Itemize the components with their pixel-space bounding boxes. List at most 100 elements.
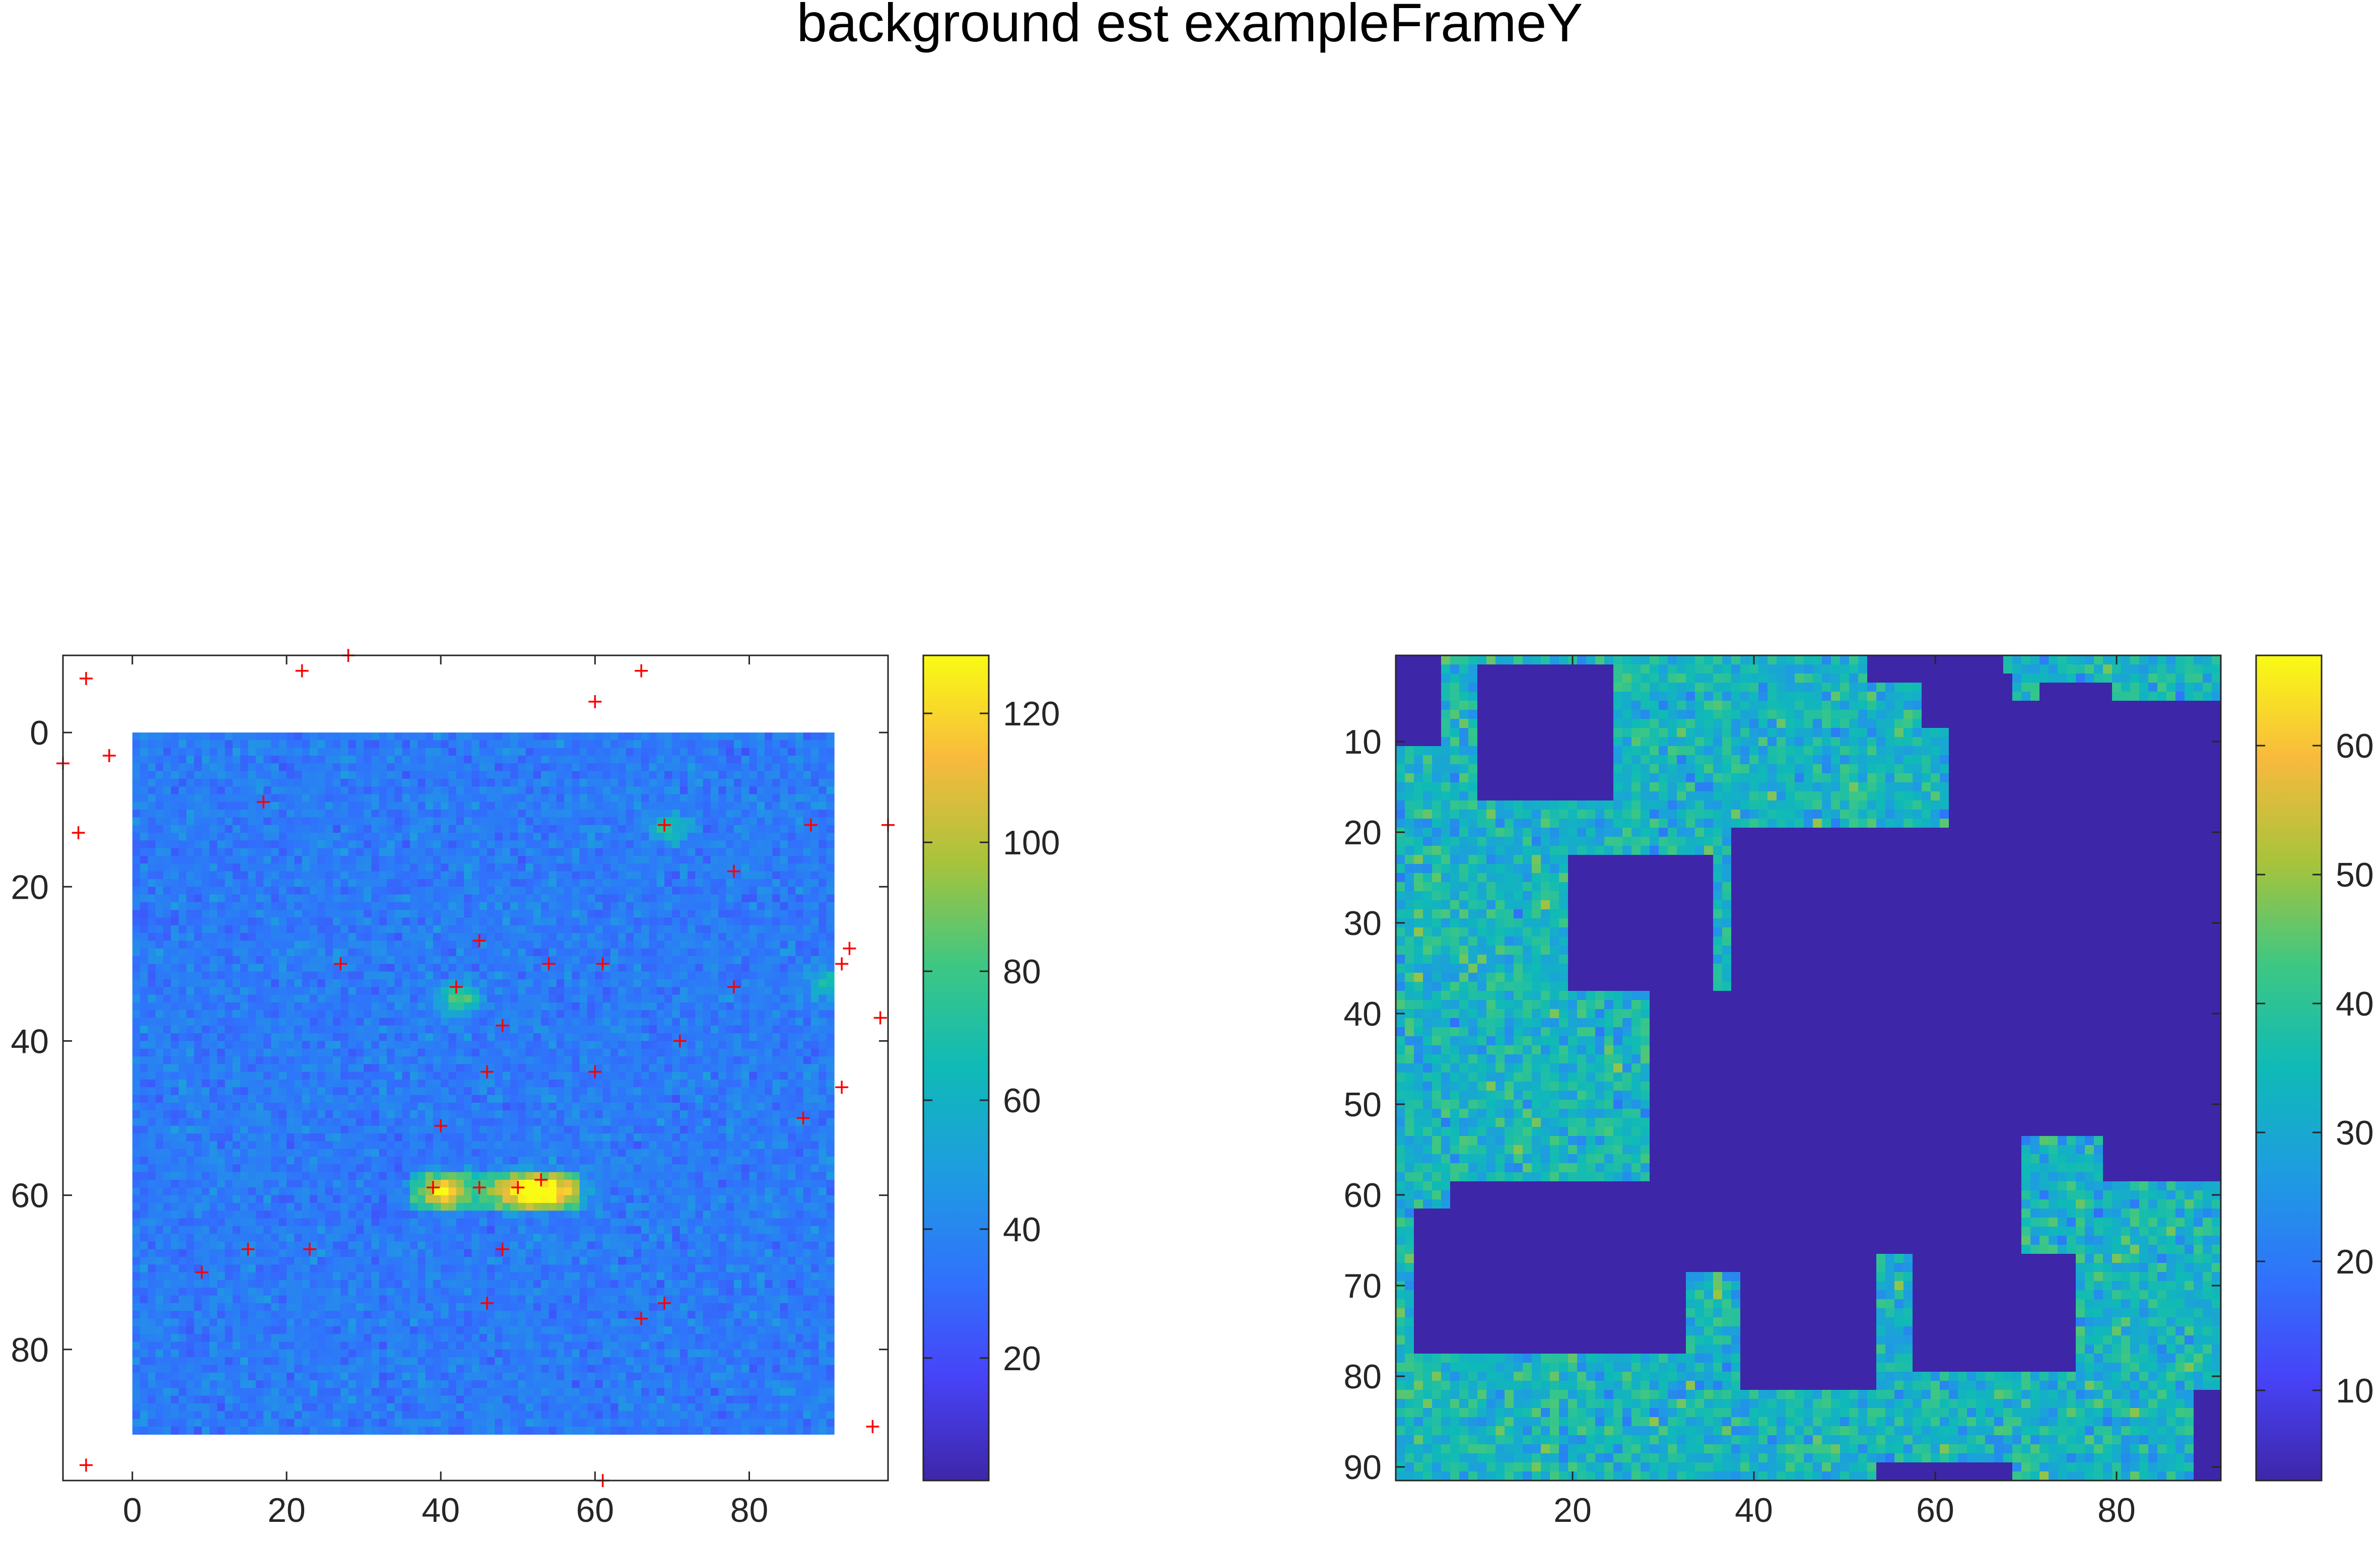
heatmap-cell	[503, 779, 511, 787]
heatmap-cell	[572, 972, 580, 980]
heatmap-cell	[156, 1149, 164, 1157]
heatmap-cell	[664, 1010, 672, 1018]
heatmap-cell	[741, 794, 750, 802]
heatmap-cell	[795, 771, 803, 779]
heatmap-cell	[765, 1056, 773, 1064]
heatmap-cell	[541, 987, 549, 995]
heatmap-cell	[217, 972, 225, 980]
heatmap-cell	[819, 817, 827, 825]
heatmap-cell	[263, 1133, 271, 1142]
heatmap-cell	[587, 979, 595, 987]
heatmap-cell	[310, 794, 318, 802]
heatmap-cell	[749, 1141, 757, 1149]
heatmap-cell	[487, 941, 495, 949]
heatmap-cell	[680, 933, 688, 941]
heatmap-cell	[718, 1149, 726, 1157]
heatmap-cell	[503, 987, 511, 995]
heatmap-cell	[765, 833, 773, 841]
heatmap-cell	[171, 972, 179, 980]
heatmap-cell	[202, 732, 210, 741]
heatmap-cell	[364, 763, 372, 771]
heatmap-cell	[541, 902, 549, 910]
heatmap-cell	[610, 917, 619, 925]
heatmap-cell	[641, 1041, 649, 1049]
heatmap-cell	[140, 1018, 148, 1026]
heatmap-cell	[641, 1080, 649, 1088]
heatmap-cell	[680, 956, 688, 964]
heatmap-cell	[263, 1080, 271, 1088]
heatmap-cell	[495, 833, 503, 841]
heatmap-cell	[179, 902, 187, 910]
heatmap-cell	[688, 1049, 696, 1057]
heatmap-cell	[649, 925, 657, 933]
heatmap-cell	[765, 964, 773, 972]
heatmap-cell	[371, 941, 379, 949]
heatmap-cell	[672, 910, 680, 918]
heatmap-cell	[718, 871, 726, 880]
heatmap-cell	[718, 979, 726, 987]
heatmap-cell	[649, 748, 657, 756]
heatmap-cell	[765, 740, 773, 748]
heatmap-cell	[402, 964, 411, 972]
heatmap-cell	[341, 1149, 349, 1157]
heatmap-cell	[140, 802, 148, 810]
heatmap-cell	[564, 833, 572, 841]
heatmap-cell	[495, 879, 503, 887]
heatmap-cell	[471, 1095, 480, 1103]
heatmap-cell	[418, 1141, 426, 1149]
heatmap-cell	[317, 964, 325, 972]
heatmap-cell	[572, 1118, 580, 1126]
heatmap-cell	[271, 902, 279, 910]
heatmap-cell	[649, 825, 657, 833]
heatmap-cell	[148, 1018, 156, 1026]
heatmap-cell	[356, 1126, 364, 1134]
heatmap-cell	[140, 1072, 148, 1080]
heatmap-cell	[418, 1149, 426, 1157]
heatmap-cell	[225, 1026, 233, 1034]
heatmap-cell	[495, 871, 503, 880]
heatmap-cell	[410, 748, 418, 756]
heatmap-cell	[587, 1056, 595, 1064]
heatmap-cell	[533, 1041, 541, 1049]
heatmap-cell	[811, 1010, 819, 1018]
heatmap-cell	[364, 740, 372, 748]
heatmap-cell	[194, 1080, 202, 1088]
heatmap-cell	[186, 1126, 194, 1134]
heatmap-cell	[564, 949, 572, 957]
heatmap-cell	[302, 1080, 310, 1088]
heatmap-cell	[703, 941, 711, 949]
heatmap-cell	[402, 856, 411, 864]
heatmap-cell	[448, 1041, 456, 1049]
heatmap-cell	[341, 740, 349, 748]
heatmap-cell	[533, 840, 541, 848]
heatmap-cell	[210, 887, 218, 895]
heatmap-cell	[394, 817, 402, 825]
heatmap-cell	[703, 1026, 711, 1034]
heatmap-cell	[827, 810, 835, 818]
heatmap-cell	[649, 871, 657, 880]
heatmap-cell	[410, 895, 418, 903]
heatmap-cell	[749, 1002, 757, 1011]
heatmap-cell	[487, 740, 495, 748]
heatmap-cell	[371, 902, 379, 910]
heatmap-cell	[202, 871, 210, 880]
heatmap-cell	[480, 732, 488, 741]
heatmap-cell	[225, 956, 233, 964]
heatmap-cell	[456, 887, 464, 895]
heatmap-cell	[240, 1080, 248, 1088]
heatmap-cell	[148, 748, 156, 756]
heatmap-cell	[433, 1002, 441, 1011]
heatmap-cell	[271, 941, 279, 949]
heatmap-cell	[210, 1010, 218, 1018]
heatmap-cell	[811, 964, 819, 972]
heatmap-cell	[364, 1095, 372, 1103]
heatmap-cell	[580, 756, 588, 764]
heatmap-cell	[171, 825, 179, 833]
heatmap-cell	[757, 748, 765, 756]
heatmap-cell	[279, 732, 287, 741]
heatmap-cell	[294, 964, 302, 972]
heatmap-cell	[387, 786, 395, 794]
heatmap-cell	[464, 779, 472, 787]
heatmap-cell	[749, 756, 757, 764]
heatmap-cell	[202, 956, 210, 964]
